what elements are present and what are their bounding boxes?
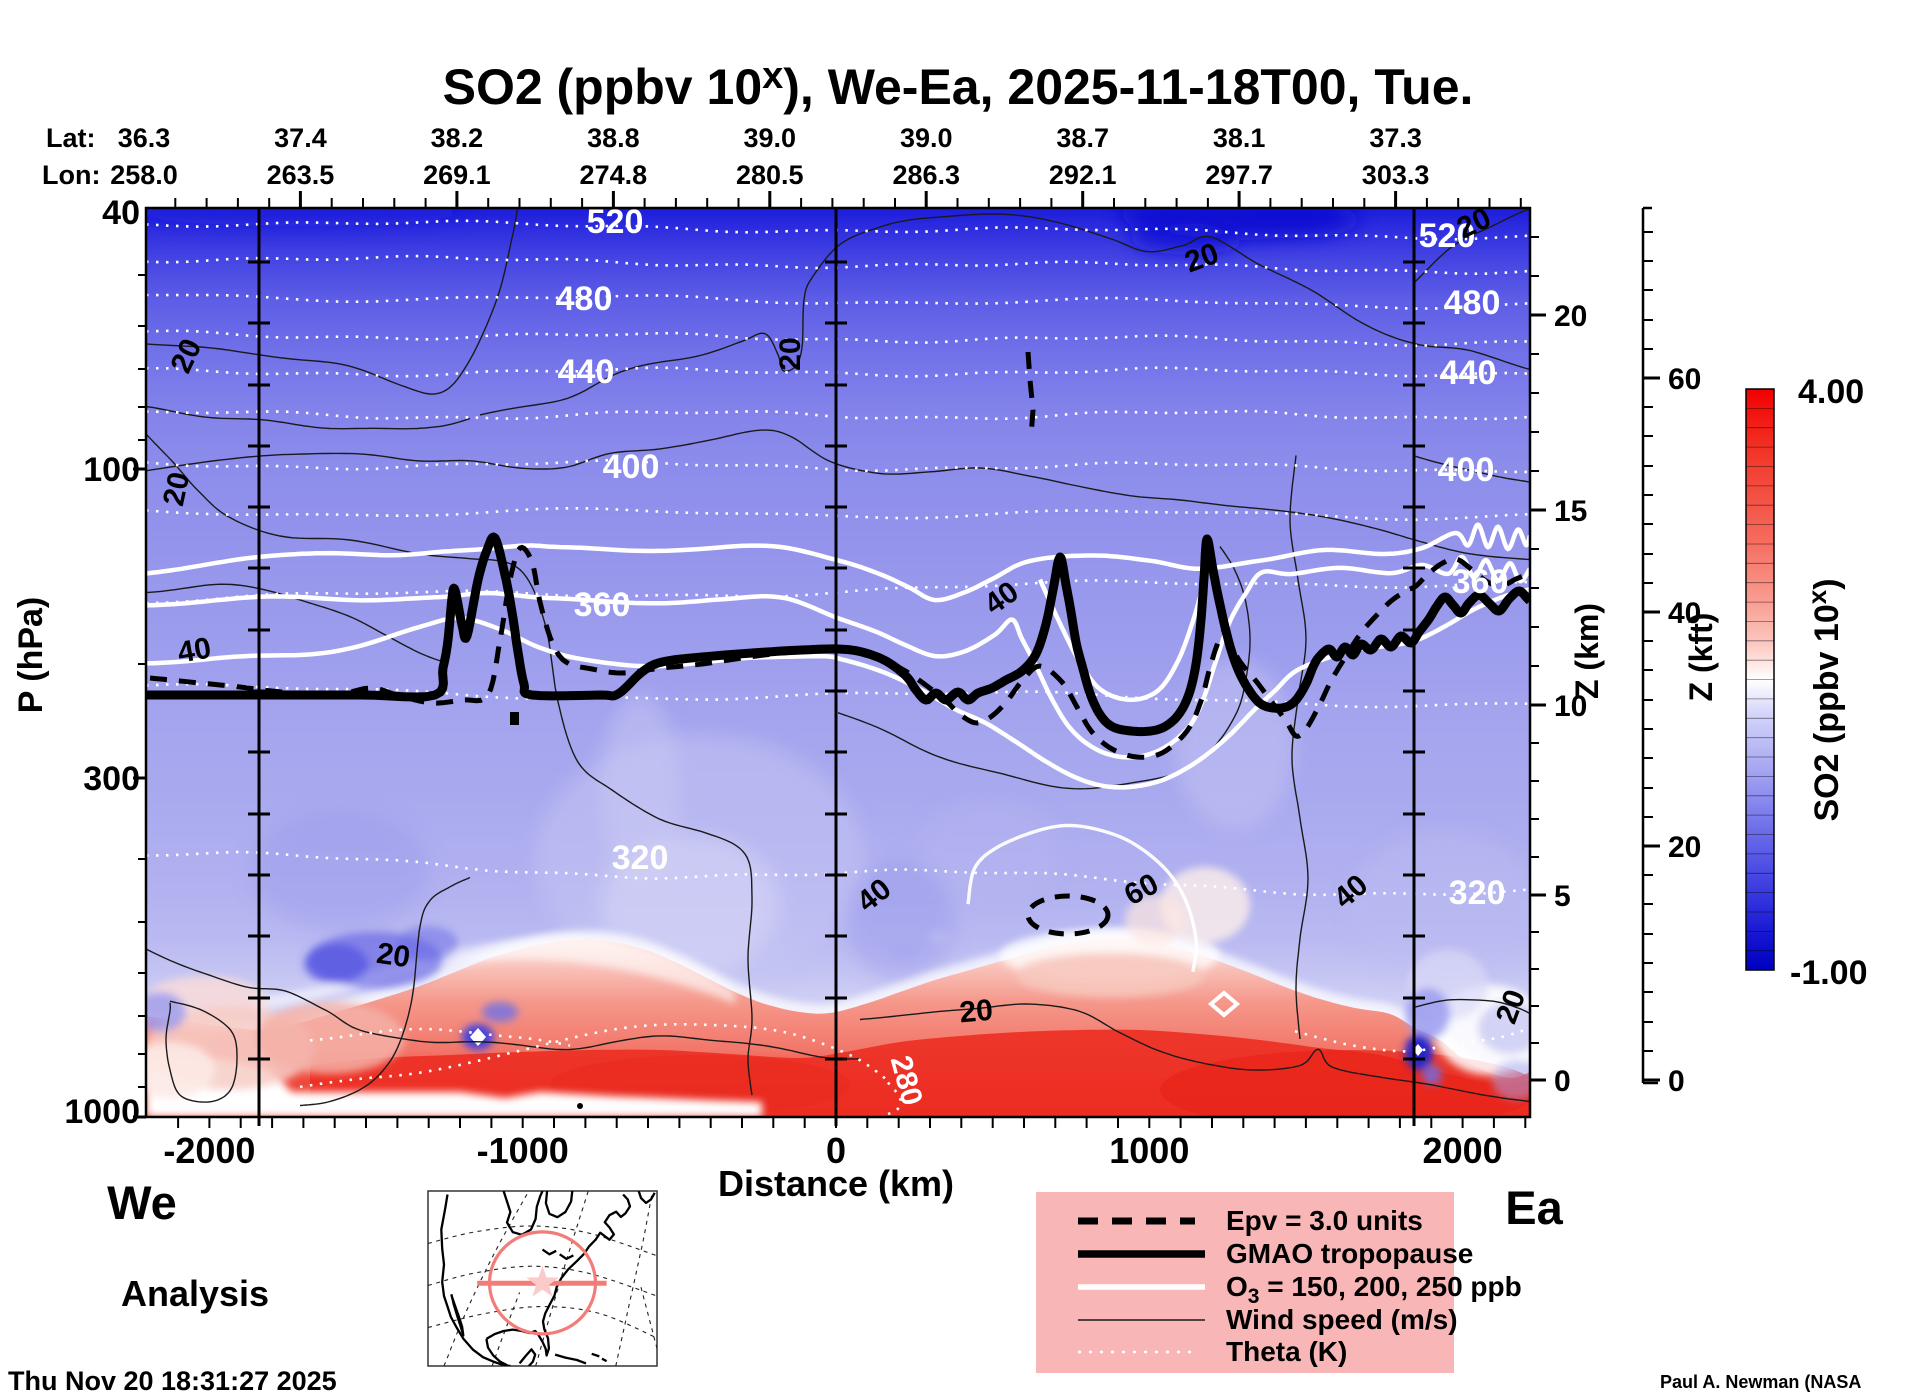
svg-text:GMAO tropopause: GMAO tropopause — [1226, 1238, 1473, 1269]
svg-text:1000: 1000 — [64, 1093, 140, 1131]
svg-text:-1000: -1000 — [477, 1130, 569, 1171]
svg-text:38.8: 38.8 — [587, 123, 640, 153]
svg-text:20: 20 — [375, 937, 413, 974]
svg-text:360: 360 — [574, 586, 631, 624]
svg-text:400: 400 — [603, 448, 660, 486]
svg-text:360: 360 — [1452, 563, 1509, 601]
svg-text:Z (kft): Z (kft) — [1683, 613, 1719, 702]
svg-text:520: 520 — [587, 203, 644, 241]
svg-text:Wind speed (m/s): Wind speed (m/s) — [1226, 1304, 1458, 1335]
svg-text:0: 0 — [826, 1130, 846, 1171]
svg-text:286.3: 286.3 — [892, 160, 960, 190]
svg-text:37.3: 37.3 — [1369, 123, 1422, 153]
svg-text:274.8: 274.8 — [580, 160, 648, 190]
svg-text:20: 20 — [958, 994, 994, 1030]
svg-text:263.5: 263.5 — [267, 160, 335, 190]
svg-text:0: 0 — [1554, 1065, 1571, 1098]
svg-text:0: 0 — [1668, 1065, 1685, 1098]
svg-text:258.0: 258.0 — [110, 160, 178, 190]
svg-text:440: 440 — [558, 353, 615, 391]
svg-text:37.4: 37.4 — [274, 123, 327, 153]
svg-text:269.1: 269.1 — [423, 160, 491, 190]
svg-text:1000: 1000 — [1109, 1130, 1189, 1171]
svg-text:40: 40 — [175, 631, 214, 669]
svg-text:O3 = 150, 200, 250 ppb: O3 = 150, 200, 250 ppb — [1226, 1271, 1522, 1308]
svg-text:292.1: 292.1 — [1049, 160, 1117, 190]
svg-text:480: 480 — [1444, 284, 1501, 322]
svg-text:40: 40 — [102, 194, 140, 232]
svg-text:4.00: 4.00 — [1798, 373, 1864, 411]
svg-text:480: 480 — [556, 280, 613, 318]
svg-text:Thu Nov 20 18:31:27 2025: Thu Nov 20 18:31:27 2025 — [8, 1366, 337, 1394]
svg-text:297.7: 297.7 — [1205, 160, 1273, 190]
svg-text:280.5: 280.5 — [736, 160, 804, 190]
svg-text:-2000: -2000 — [163, 1130, 255, 1171]
svg-text:38.7: 38.7 — [1056, 123, 1109, 153]
svg-text:60: 60 — [1668, 363, 1701, 396]
svg-text:P (hPa): P (hPa) — [12, 597, 50, 714]
svg-text:20: 20 — [1668, 831, 1701, 864]
svg-text:Epv = 3.0 units: Epv = 3.0 units — [1226, 1205, 1423, 1236]
svg-text:2000: 2000 — [1423, 1130, 1503, 1171]
svg-text:10: 10 — [1554, 690, 1587, 723]
svg-text:Lon:: Lon: — [42, 160, 100, 190]
svg-text:40: 40 — [1668, 597, 1701, 630]
svg-text:Analysis: Analysis — [121, 1273, 269, 1314]
svg-text:Lat:: Lat: — [46, 123, 96, 153]
svg-text:SO2 (ppbv 10x), We-Ea, 2025-11: SO2 (ppbv 10x), We-Ea, 2025-11-18T00, Tu… — [443, 55, 1474, 115]
svg-text:100: 100 — [83, 451, 140, 489]
svg-text:303.3: 303.3 — [1362, 160, 1430, 190]
svg-text:440: 440 — [1440, 354, 1497, 392]
svg-text:36.3: 36.3 — [118, 123, 171, 153]
svg-text:38.1: 38.1 — [1213, 123, 1266, 153]
svg-text:Theta (K): Theta (K) — [1226, 1336, 1347, 1367]
svg-text:520: 520 — [1419, 217, 1476, 255]
svg-text:20: 20 — [1554, 300, 1587, 333]
svg-text:We: We — [107, 1176, 177, 1229]
svg-text:Distance (km): Distance (km) — [718, 1163, 954, 1204]
svg-text:-1.00: -1.00 — [1790, 954, 1868, 992]
svg-text:20: 20 — [157, 469, 196, 509]
svg-text:20: 20 — [774, 337, 807, 370]
svg-text:38.2: 38.2 — [431, 123, 484, 153]
svg-text:5: 5 — [1554, 880, 1571, 913]
svg-text:400: 400 — [1438, 451, 1495, 489]
svg-text:39.0: 39.0 — [744, 123, 797, 153]
svg-text:Z (km): Z (km) — [1569, 603, 1605, 699]
svg-text:39.0: 39.0 — [900, 123, 953, 153]
svg-text:Paul A. Newman (NASA: Paul A. Newman (NASA — [1660, 1372, 1861, 1392]
svg-text:15: 15 — [1554, 495, 1587, 528]
svg-text:300: 300 — [83, 760, 140, 798]
svg-text:SO2 (ppbv 10x): SO2 (ppbv 10x) — [1802, 578, 1846, 821]
svg-text:320: 320 — [612, 839, 669, 877]
svg-text:Ea: Ea — [1505, 1181, 1563, 1234]
svg-text:320: 320 — [1449, 874, 1506, 912]
